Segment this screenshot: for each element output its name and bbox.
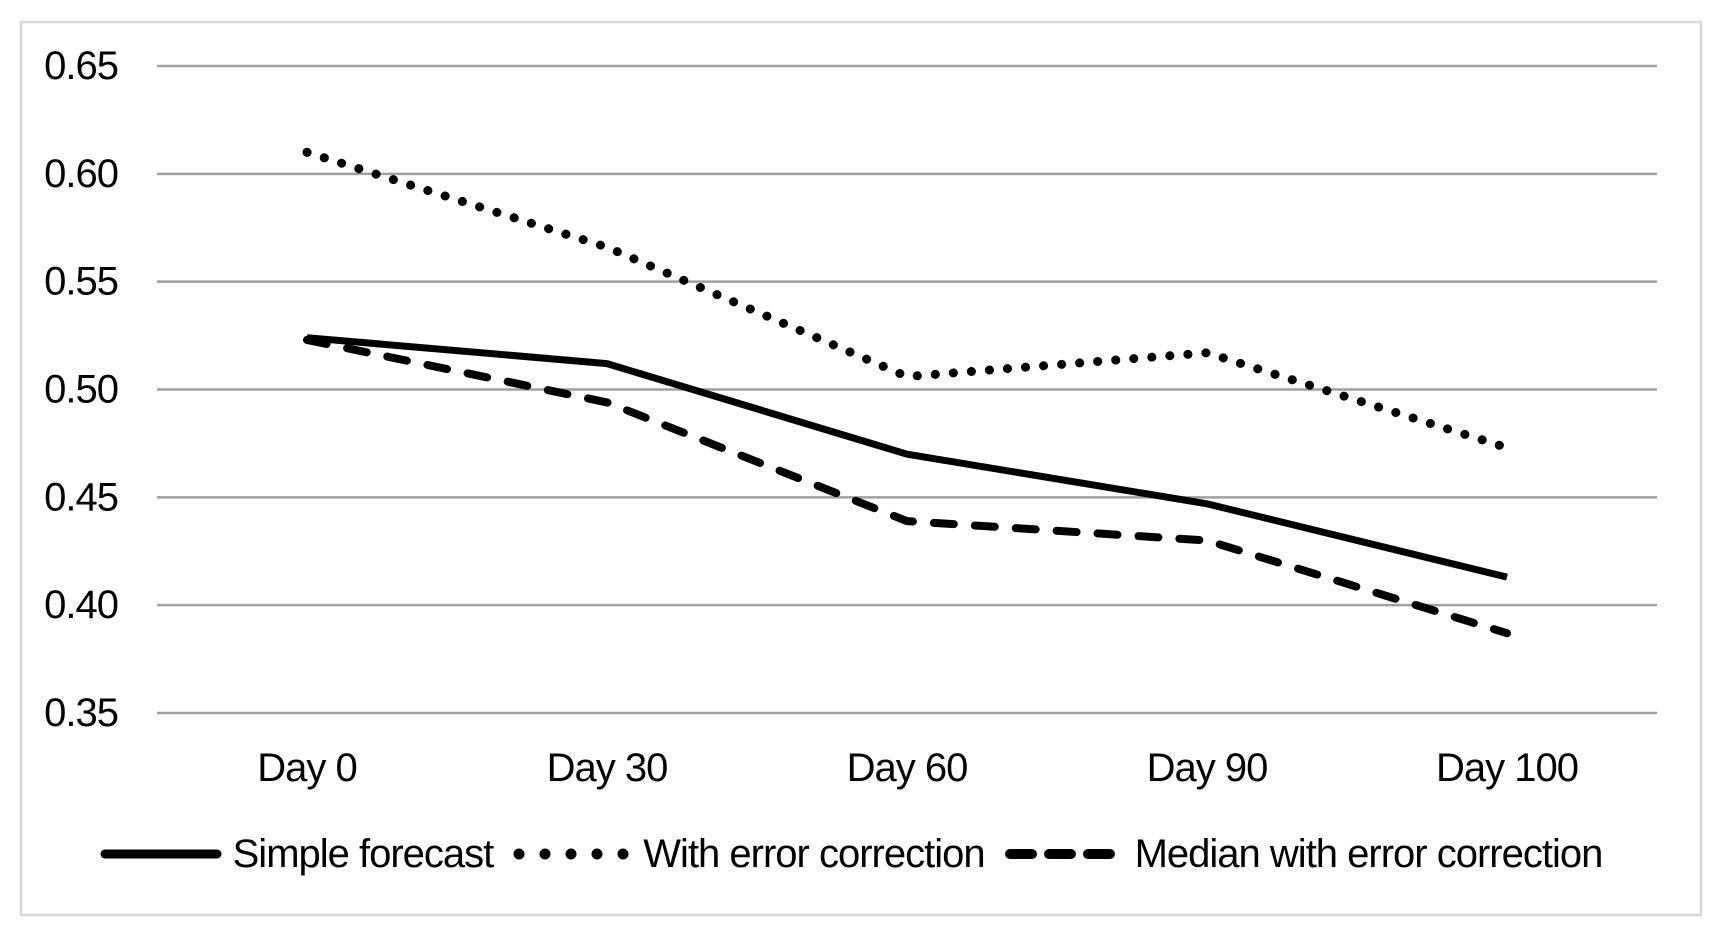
y-axis-tick-label: 0.60 (44, 152, 118, 196)
series-line-median-with-error-correction (303, 335, 1511, 638)
x-axis-tick-label: Day 90 (1147, 746, 1268, 790)
series-line-with-error-correction (302, 147, 1512, 453)
legend-label: Simple forecast (232, 832, 495, 876)
y-axis-tick-label: 0.65 (44, 44, 118, 88)
y-axis-tick-label: 0.40 (44, 583, 118, 627)
y-axis-tick-label: 0.50 (44, 368, 118, 412)
x-axis-tick-label: Day 30 (547, 746, 668, 790)
legend-swatch-dashed-line-icon (1004, 849, 1115, 859)
series-line-simple-forecast (306, 334, 1508, 581)
y-axis-tick-label: 0.45 (44, 475, 118, 519)
legend-swatch-solid-line-icon (100, 849, 222, 859)
legend-label: Median with error correction (1134, 832, 1604, 876)
y-axis-tick-label: 0.55 (44, 260, 118, 304)
legend-swatch-dotted-line-icon (513, 848, 629, 860)
legend-item-with-error-correction: With error correction (509, 832, 986, 876)
legend-label: With error correction (643, 832, 985, 876)
chart-border (19, 20, 1703, 917)
y-axis-tick-label: 0.35 (44, 691, 118, 735)
legend: Simple forecast With error correction Medi… (0, 826, 1701, 882)
x-axis-tick-label: Day 0 (257, 746, 357, 790)
legend-item-simple-forecast: Simple forecast (99, 834, 494, 874)
legend-item-median-with-error-correction: Median with error correction (1001, 834, 1603, 874)
x-axis-tick-label: Day 60 (847, 746, 968, 790)
x-axis-tick-label: Day 100 (1436, 746, 1578, 790)
